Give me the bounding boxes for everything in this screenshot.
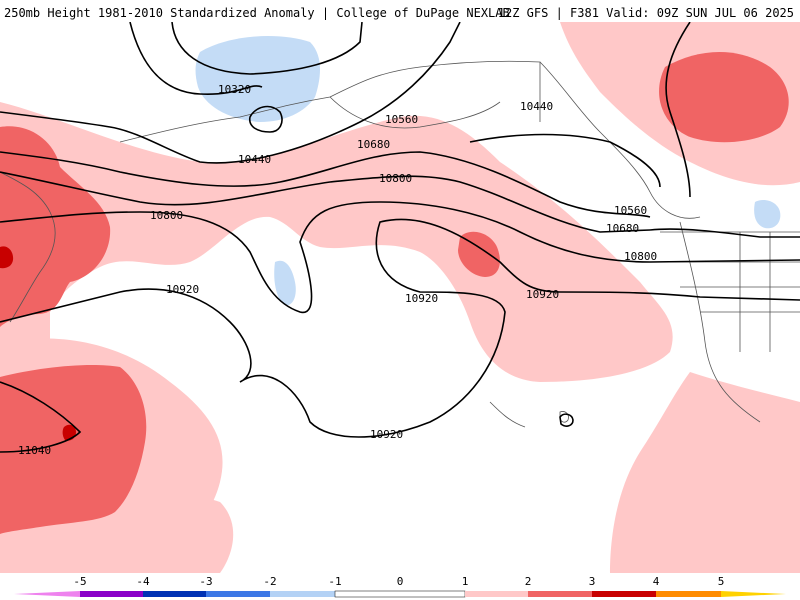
colorbar-tick: 5	[718, 575, 725, 588]
contour-label: 10920	[526, 288, 559, 301]
contour-10680	[0, 171, 651, 233]
contour-label: 11040	[18, 444, 51, 457]
contour-label: 10800	[379, 172, 412, 185]
anomaly-map: 10320 10440 10440 10560 10560 10680 1068…	[0, 22, 800, 573]
colorbar-segment	[270, 591, 335, 597]
colorbar-legend: -5 -4 -3 -2 -1 0 1 2 3 4 5	[0, 573, 800, 600]
colorbar-tick: -2	[263, 575, 276, 588]
colorbar-segment	[465, 591, 528, 597]
colorbar-tick: -5	[73, 575, 86, 588]
colorbar-segment	[721, 591, 786, 597]
colorbar-segment	[334, 590, 466, 598]
contour-label: 10560	[614, 204, 647, 217]
contour-10440	[0, 22, 461, 164]
contour-label: 10680	[606, 222, 639, 235]
product-title: 250mb Height 1981-2010 Standardized Anom…	[4, 6, 510, 20]
contour-label: 10800	[150, 209, 183, 222]
colorbar-tick: 3	[589, 575, 596, 588]
colorbar-tick: -1	[328, 575, 341, 588]
colorbar-segment	[206, 591, 270, 597]
colorbar-tick-labels: -5 -4 -3 -2 -1 0 1 2 3 4 5	[73, 575, 724, 588]
contour-label: 10920	[370, 428, 403, 441]
colorbar-tick: 1	[462, 575, 469, 588]
contour-label: 10440	[520, 100, 553, 113]
contour-label: 10920	[166, 283, 199, 296]
colorbar-segment	[143, 591, 206, 597]
colorbar-segment	[14, 591, 80, 597]
contour-labels: 10320 10440 10440 10560 10560 10680 1068…	[18, 83, 657, 457]
colorbar-tick: 0	[397, 575, 404, 588]
height-contours	[0, 22, 800, 453]
anomaly-shading-negative-1	[195, 36, 781, 306]
contour-10800	[0, 201, 800, 313]
coastlines	[0, 60, 800, 428]
contour-label: 10920	[405, 292, 438, 305]
colorbar-segment	[656, 591, 721, 597]
colorbar-tick: 2	[525, 575, 532, 588]
colorbar-tick: -4	[136, 575, 150, 588]
colorbar-segment	[592, 591, 656, 597]
contour-10560	[0, 151, 651, 218]
colorbar-segment	[528, 591, 592, 597]
map-header: 250mb Height 1981-2010 Standardized Anom…	[0, 0, 800, 22]
model-valid-time: 12Z GFS | F381 Valid: 09Z SUN JUL 06 202…	[497, 6, 794, 20]
colorbar-segments	[14, 590, 786, 598]
colorbar-tick: 4	[653, 575, 660, 588]
contour-label: 10680	[357, 138, 390, 151]
contour-label: 10320	[218, 83, 251, 96]
contour-10320	[129, 22, 263, 95]
contour-10920	[0, 218, 800, 438]
colorbar-tick: -3	[199, 575, 212, 588]
contour-label: 10440	[238, 153, 271, 166]
contour-label: 10560	[385, 113, 418, 126]
contour-label: 10800	[624, 250, 657, 263]
colorbar-segment	[80, 591, 143, 597]
